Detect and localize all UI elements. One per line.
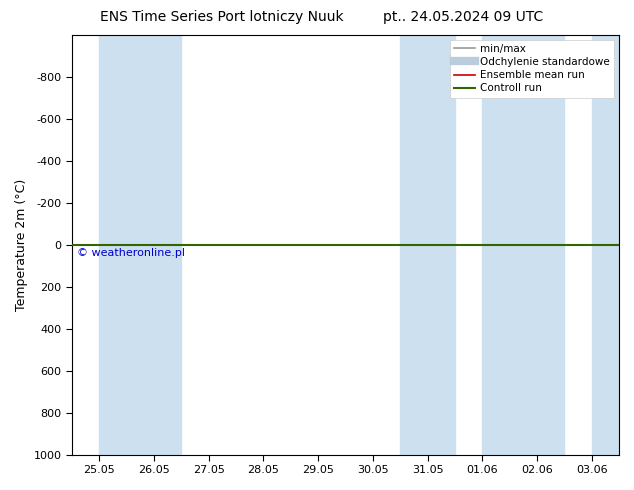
Bar [510, 35, 564, 455]
Bar [100, 35, 127, 455]
Y-axis label: Temperature 2m (°C): Temperature 2m (°C) [15, 178, 28, 311]
Bar [482, 35, 510, 455]
Text: © weatheronline.pl: © weatheronline.pl [77, 247, 185, 258]
Bar [127, 35, 181, 455]
Text: ENS Time Series Port lotniczy Nuuk: ENS Time Series Port lotniczy Nuuk [100, 10, 344, 24]
Bar [592, 35, 619, 455]
Legend: min/max, Odchylenie standardowe, Ensemble mean run, Controll run: min/max, Odchylenie standardowe, Ensembl… [450, 40, 614, 98]
Text: pt.. 24.05.2024 09 UTC: pt.. 24.05.2024 09 UTC [383, 10, 543, 24]
Bar [400, 35, 455, 455]
